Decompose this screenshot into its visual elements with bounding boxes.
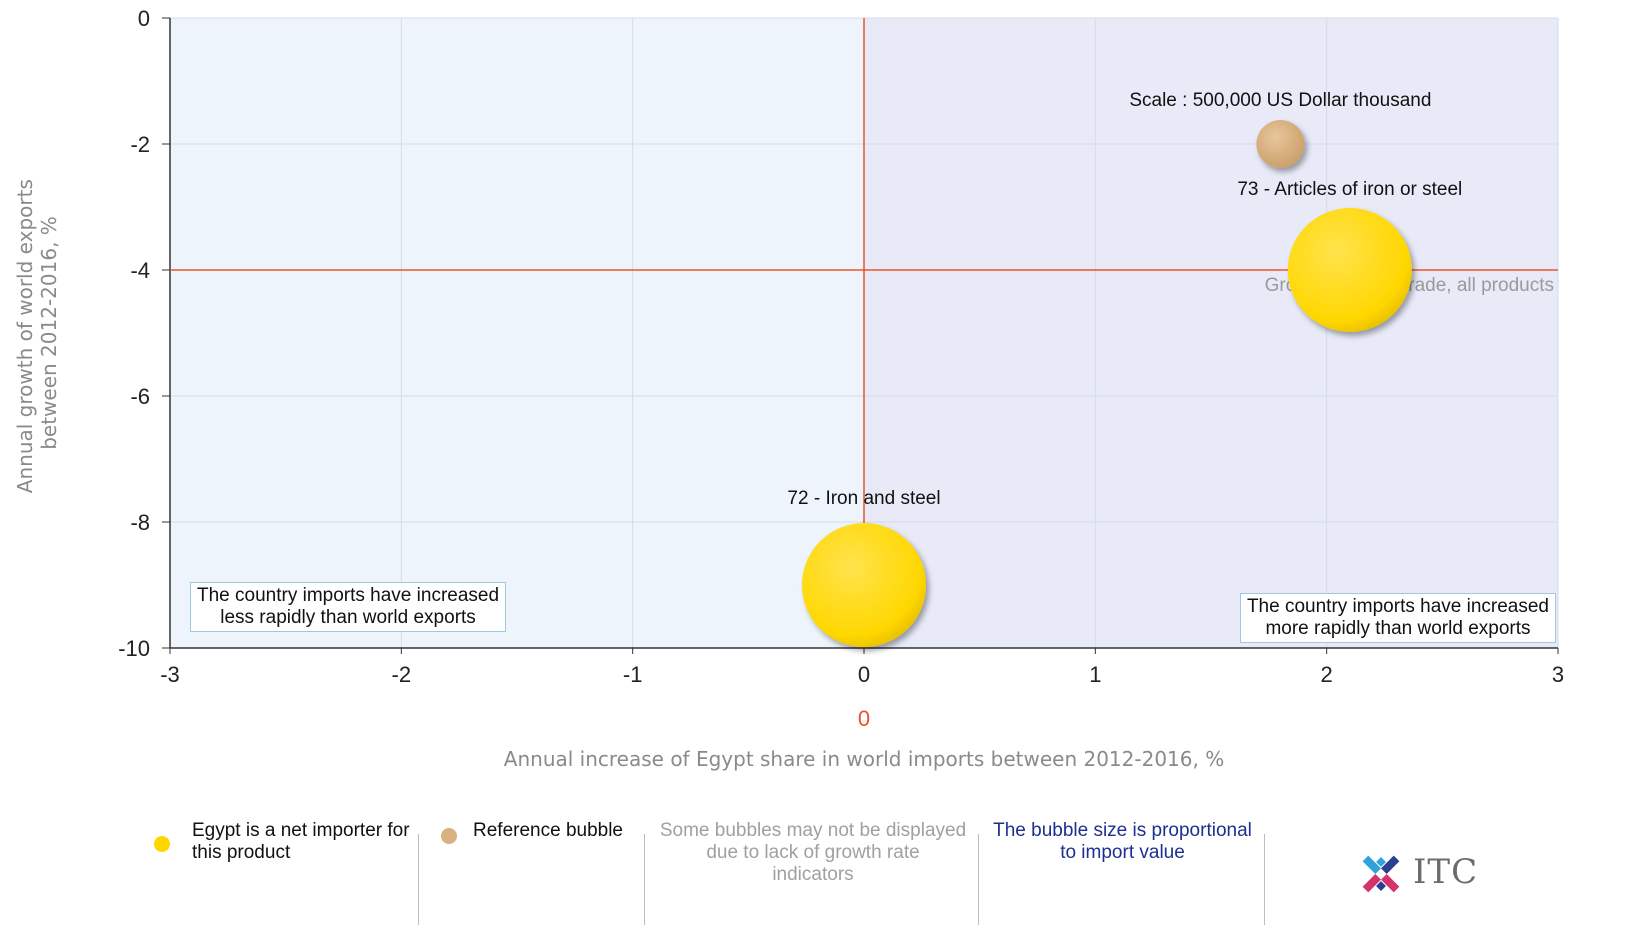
- bubbles: [802, 120, 1412, 647]
- legend-missing: Some bubbles may not be displayed due to…: [646, 820, 980, 925]
- itc-logo: ITC: [1355, 848, 1485, 896]
- itc-logo-text: ITC: [1413, 852, 1479, 892]
- legend: Egypt is a net importer for this product…: [140, 820, 1480, 925]
- y-tick-label: -6: [130, 384, 150, 409]
- quadrant-label-left: The country imports have increased less …: [190, 582, 507, 632]
- x-tick-label: -3: [160, 662, 180, 687]
- legend-divider: [644, 834, 645, 925]
- x-tick-label: 3: [1552, 662, 1564, 687]
- reference-bubble-label: Scale : 500,000 US Dollar thousand: [1129, 90, 1431, 111]
- bubble: [1287, 208, 1412, 332]
- reference-bubble: [1256, 120, 1305, 168]
- y-tick-label: -2: [130, 132, 150, 157]
- plot-background: [170, 18, 1558, 648]
- x-tick-label: 2: [1321, 662, 1333, 687]
- bubble-labels: 72 - Iron and steel 73 - Articles of iron…: [787, 90, 1462, 509]
- legend-size-note: The bubble size is proportional to impor…: [980, 820, 1265, 925]
- y-axis-title: Annual growth of world exports between 2…: [13, 173, 61, 493]
- plot-bg-left: [170, 18, 864, 648]
- legend-reference-text: Reference bubble: [473, 820, 623, 841]
- bubble-label: 73 - Articles of iron or steel: [1237, 179, 1462, 200]
- tick-labels: -3 -2 -1 0 1 2 30-2-4-6-8-10: [118, 6, 1564, 687]
- y-tick-label: 0: [138, 6, 150, 31]
- y-axis-title-line2: between 2012-2016, %: [37, 216, 61, 450]
- tan-dot-icon: [441, 828, 457, 844]
- x-tick-label: 1: [1089, 662, 1101, 687]
- legend-net-importer-text: Egypt is a net importer for this product: [192, 820, 410, 863]
- x-axis-title: Annual increase of Egypt share in world …: [504, 747, 1224, 771]
- quadrant-label-right: The country imports have increased more …: [1239, 593, 1556, 643]
- legend-size-note-text: The bubble size is proportional to impor…: [993, 820, 1252, 863]
- itc-mark-icon: [1362, 855, 1400, 893]
- x-tick-label: -2: [392, 662, 412, 687]
- x-tick-label: 0: [858, 662, 870, 687]
- bubble: [802, 523, 926, 647]
- legend-net-importer: Egypt is a net importer for this product: [140, 820, 425, 925]
- x-origin-label: 0: [858, 706, 870, 731]
- legend-missing-text: Some bubbles may not be displayed due to…: [659, 820, 967, 885]
- plot-bg-right: [864, 18, 1558, 648]
- legend-reference: Reference bubble: [425, 820, 645, 925]
- y-tick-label: -4: [130, 258, 150, 283]
- y-tick-label: -8: [130, 510, 150, 535]
- y-axis-title-line1: Annual growth of world exports: [13, 179, 37, 493]
- x-tick-label: -1: [623, 662, 643, 687]
- legend-divider: [1264, 834, 1265, 925]
- y-tick-label: -10: [118, 636, 150, 661]
- legend-divider: [978, 834, 979, 925]
- bubble-label: 72 - Iron and steel: [787, 488, 940, 509]
- legend-divider: [418, 834, 419, 925]
- yellow-dot-icon: [154, 836, 170, 852]
